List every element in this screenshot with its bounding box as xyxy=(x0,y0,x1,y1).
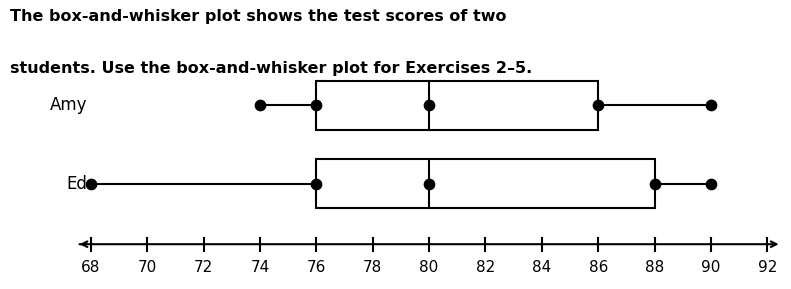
Text: 86: 86 xyxy=(589,260,607,275)
Point xyxy=(254,103,267,108)
Text: 80: 80 xyxy=(419,260,439,275)
Bar xyxy=(316,159,655,208)
Point xyxy=(705,181,717,186)
Point xyxy=(592,103,604,108)
Text: The box-and-whisker plot shows the test scores of two: The box-and-whisker plot shows the test … xyxy=(10,9,507,24)
Bar xyxy=(316,81,598,130)
Text: 74: 74 xyxy=(251,260,270,275)
Point xyxy=(705,103,717,108)
Text: 70: 70 xyxy=(138,260,157,275)
Text: 82: 82 xyxy=(476,260,495,275)
Text: 68: 68 xyxy=(81,260,100,275)
Point xyxy=(423,103,436,108)
Text: 78: 78 xyxy=(363,260,382,275)
Text: 76: 76 xyxy=(307,260,326,275)
Point xyxy=(423,181,436,186)
Text: 88: 88 xyxy=(645,260,664,275)
Text: Ed: Ed xyxy=(66,175,87,192)
Point xyxy=(310,103,323,108)
Point xyxy=(649,181,661,186)
Text: 90: 90 xyxy=(702,260,721,275)
Point xyxy=(310,181,323,186)
Text: 72: 72 xyxy=(194,260,214,275)
Text: Amy: Amy xyxy=(50,97,87,114)
Text: 84: 84 xyxy=(532,260,551,275)
Text: students. Use the box-and-whisker plot for Exercises 2–5.: students. Use the box-and-whisker plot f… xyxy=(10,61,532,76)
Text: 92: 92 xyxy=(758,260,777,275)
Point xyxy=(85,181,97,186)
